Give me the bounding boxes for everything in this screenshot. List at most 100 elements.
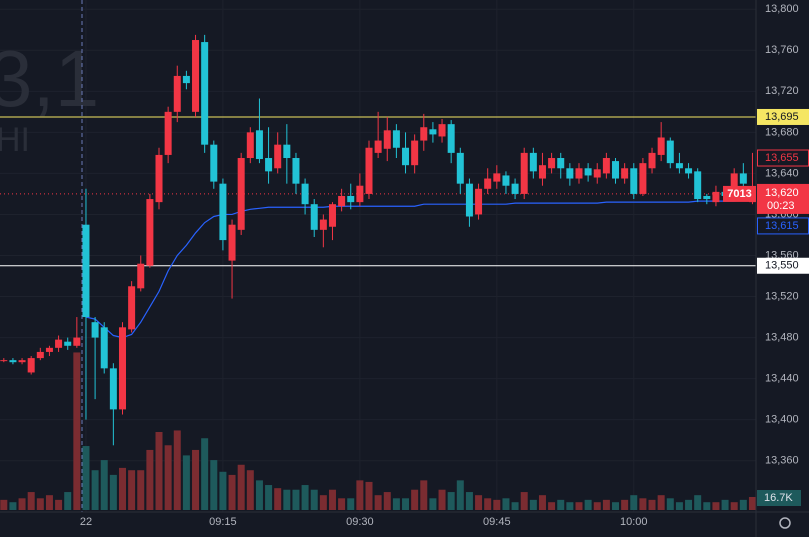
candle-body [612, 161, 620, 179]
volume-bar [694, 495, 702, 510]
candle-body [465, 183, 473, 217]
volume-bar [557, 499, 565, 510]
volume-bar [657, 495, 665, 510]
volume-bar [529, 499, 537, 510]
level-tag-label: 13,695 [765, 111, 799, 123]
candle-body [274, 144, 282, 169]
candle-body [411, 140, 419, 166]
candle-body [484, 178, 492, 189]
candle-body [155, 154, 163, 203]
volume-bar [192, 449, 200, 510]
candle-body [292, 158, 300, 184]
volume-bar [301, 485, 309, 510]
candle-body [255, 130, 263, 160]
volume-bar [55, 499, 63, 510]
candle-body [128, 286, 136, 330]
volume-bar [538, 495, 546, 510]
x-tick-label: 09:30 [346, 516, 374, 528]
candle-body [383, 130, 391, 149]
candle-body [557, 158, 565, 169]
side-tag-label: 7013 [727, 188, 751, 200]
y-tick-label: 13,680 [765, 126, 799, 138]
side-tag [723, 185, 756, 202]
candle-body [639, 163, 647, 194]
volume-bar [383, 492, 391, 510]
volume-bar [274, 488, 282, 510]
candle-body [493, 173, 501, 182]
volume-bar [210, 460, 218, 510]
candle-body [739, 173, 747, 184]
candle-body [319, 219, 327, 230]
volume-bar [137, 470, 145, 510]
volume-tag-label: 16.7K [764, 492, 793, 504]
candle-body [712, 191, 720, 203]
volume-bar [82, 446, 90, 510]
candle-body [237, 158, 245, 230]
candle-body [9, 360, 17, 363]
volume-bar [109, 474, 117, 510]
candle-body [602, 158, 610, 174]
volume-bar [712, 502, 720, 510]
volume-bar [237, 464, 245, 510]
volume-bar [128, 470, 136, 510]
candle-body [365, 147, 373, 194]
volume-bar [64, 492, 72, 510]
y-tick-label: 13,520 [765, 290, 799, 302]
candle-body [685, 168, 693, 174]
plot [0, 34, 756, 510]
volume-bar [420, 480, 428, 510]
candle-body [520, 152, 528, 194]
volume-bar [465, 492, 473, 510]
candle-body [475, 188, 483, 215]
countdown-label: 00:23 [767, 200, 795, 212]
candle-body [675, 163, 683, 169]
candle-body [173, 75, 181, 112]
candle-body [118, 327, 126, 410]
volume-bar [356, 480, 364, 510]
candle-body [502, 175, 510, 186]
volume-bar [612, 502, 620, 510]
volume-bar [182, 455, 190, 510]
candle-body [192, 40, 200, 112]
candle-body [246, 132, 254, 159]
candle-body [182, 75, 190, 84]
candle-body [36, 351, 44, 359]
y-tick-label: 13,800 [765, 3, 799, 15]
candle-body [210, 144, 218, 182]
candle-body [666, 140, 674, 164]
volume-bar [9, 502, 17, 510]
candle-body [265, 158, 273, 172]
axes: 13,36013,40013,44013,48013,52013,56013,6… [80, 3, 809, 528]
last-tag [757, 183, 809, 214]
volume-bar [91, 470, 99, 510]
volume-bar [255, 480, 263, 510]
level-tag [757, 108, 809, 125]
candle-body [228, 224, 236, 261]
volume-bar [429, 498, 437, 510]
x-tick-label: 22 [80, 516, 92, 528]
candle-body [0, 360, 8, 362]
volume-bar [411, 489, 419, 510]
candle-body [338, 195, 346, 207]
volume-bar [100, 460, 108, 510]
volume-bar [0, 499, 8, 510]
volume-bar [730, 502, 738, 510]
volume-bar [520, 492, 528, 510]
candle-body [630, 168, 638, 194]
candle-body [703, 195, 711, 200]
level-tag-label: 13,550 [765, 260, 799, 272]
volume-bar [338, 498, 346, 510]
settings-icon[interactable] [779, 517, 791, 529]
candle-body [310, 204, 318, 230]
volume-bar [201, 438, 209, 510]
watermark-symbol: 3,1 [0, 34, 99, 123]
volume-bar [392, 498, 400, 510]
candle-body [374, 140, 382, 153]
candle-body [146, 199, 154, 266]
candle-body [511, 183, 519, 194]
volume-bar [45, 495, 53, 510]
volume-bar [484, 498, 492, 510]
volume-bar [374, 495, 382, 510]
